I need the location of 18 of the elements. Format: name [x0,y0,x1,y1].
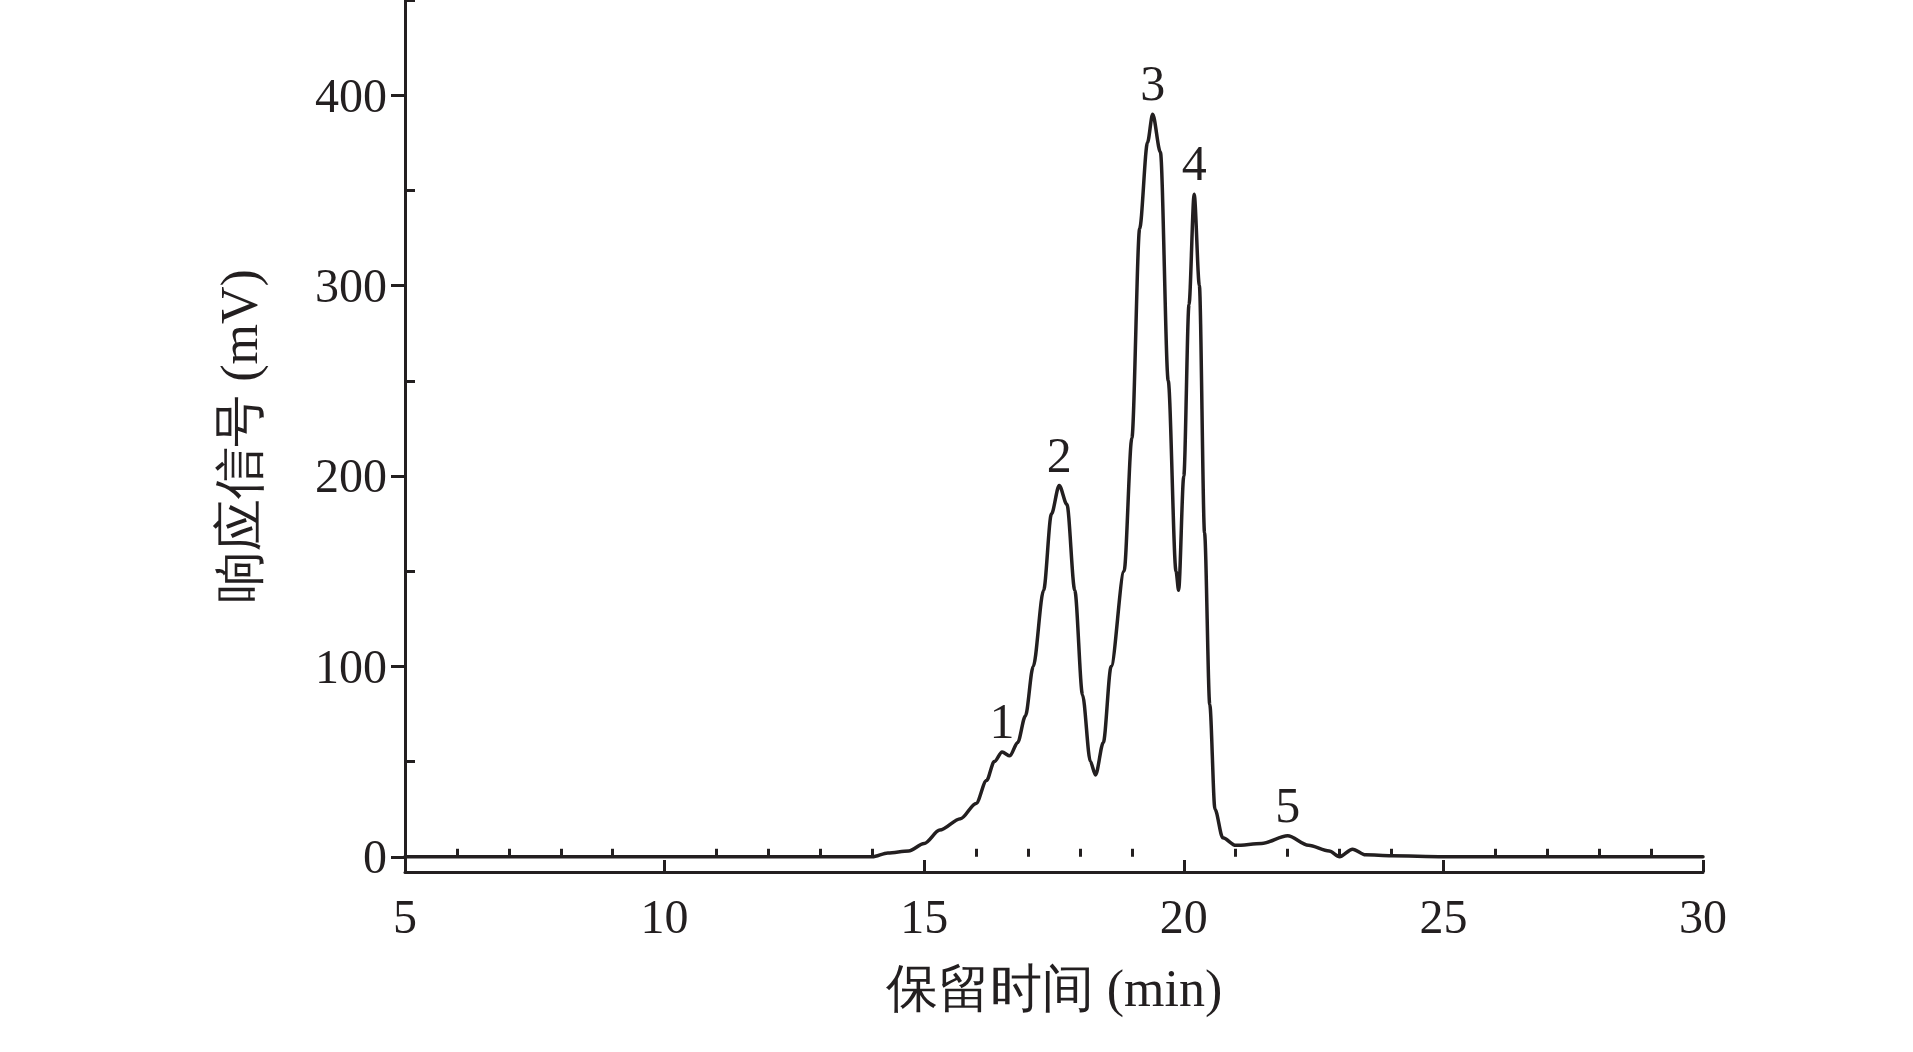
y-tick-label: 200 [315,449,387,503]
y-tick-label: 100 [315,639,387,693]
x-tick-label: 5 [393,889,417,943]
x-tick-label: 25 [1419,889,1468,943]
y-tick-label: 0 [363,830,387,884]
x-tick-label: 15 [900,889,949,943]
annotation: 3 [1140,55,1166,112]
y-tick-label: 300 [315,259,387,313]
y-axis-title: 响应信号 (mV) [210,269,269,603]
annotation: 1 [989,693,1015,750]
x-tick-label: 20 [1159,889,1208,943]
x-tick-label: 10 [640,889,689,943]
annotation: 4 [1181,135,1207,192]
annotation: 5 [1275,776,1301,833]
x-tick-label: 30 [1679,889,1727,943]
annotation: 2 [1046,426,1072,483]
y-tick-label: 400 [315,68,387,122]
x-axis-title: 保留时间 (min) [885,959,1223,1018]
